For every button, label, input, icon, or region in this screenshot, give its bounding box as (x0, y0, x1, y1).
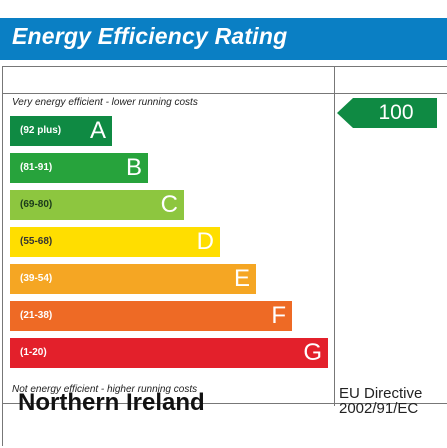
band-range: (92 plus) (20, 125, 62, 136)
header-divider (2, 93, 447, 94)
band-range: (55-68) (20, 236, 53, 247)
band-letter: D (196, 228, 214, 255)
band-letter: G (303, 339, 322, 366)
band-letter: E (233, 265, 250, 292)
band-c: (69-80) C (10, 190, 184, 220)
top-note: Very energy efficient - lower running co… (12, 97, 198, 108)
title-bar: Energy Efficiency Rating (0, 18, 447, 60)
band-a: (92 plus) A (10, 116, 112, 146)
rating-frame (2, 66, 447, 446)
band-range: (81-91) (20, 162, 53, 173)
chart-title: Energy Efficiency Rating (12, 23, 288, 49)
current-rating-arrow (337, 98, 437, 128)
band-letter: A (89, 117, 106, 144)
band-d: (55-68) D (10, 227, 220, 257)
bottom-note: Not energy efficient - higher running co… (12, 384, 198, 395)
band-g: (1-20) G (10, 338, 328, 368)
region-label: Northern Ireland (18, 389, 205, 416)
band-range: (39-54) (20, 273, 53, 284)
current-rating-value: 100 (378, 101, 414, 124)
eu-directive: EU Directive 2002/91/EC (339, 386, 422, 416)
band-letter: C (160, 191, 178, 218)
eu-directive-line2: 2002/91/EC (339, 400, 419, 417)
band-letter: B (125, 154, 142, 181)
band-f: (21-38) F (10, 301, 292, 331)
band-range: (69-80) (20, 199, 53, 210)
band-letter: F (271, 302, 286, 329)
band-range: (1-20) (20, 347, 47, 358)
eu-directive-line1: EU Directive (339, 385, 423, 402)
band-e: (39-54) E (10, 264, 256, 294)
column-divider (334, 66, 335, 406)
band-range: (21-38) (20, 310, 53, 321)
band-b: (81-91) B (10, 153, 148, 183)
footer-divider (2, 403, 447, 404)
